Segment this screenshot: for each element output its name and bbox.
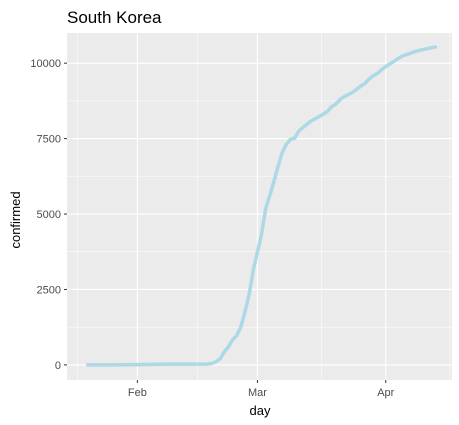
- y-tick-label: 7500: [37, 134, 61, 146]
- y-axis: 0 2500 5000 7500 10000: [30, 58, 67, 372]
- series-line: [85, 45, 438, 367]
- y-tick-label: 5000: [37, 209, 61, 221]
- x-axis: Feb Mar Apr: [128, 380, 395, 399]
- x-tick-label: Mar: [248, 387, 267, 399]
- x-tick-label: Apr: [377, 387, 394, 399]
- series-layer: [85, 45, 438, 367]
- minor-gridlines: [67, 33, 452, 380]
- x-axis-title: day: [250, 403, 271, 418]
- y-axis-title: confirmed: [8, 191, 23, 248]
- y-tick-label: 10000: [30, 58, 61, 70]
- x-tick-label: Feb: [128, 387, 147, 399]
- chart-title: South Korea: [67, 8, 162, 27]
- y-tick-label: 2500: [37, 284, 61, 296]
- y-tick-label: 0: [55, 360, 61, 372]
- plot-panel: [67, 33, 452, 380]
